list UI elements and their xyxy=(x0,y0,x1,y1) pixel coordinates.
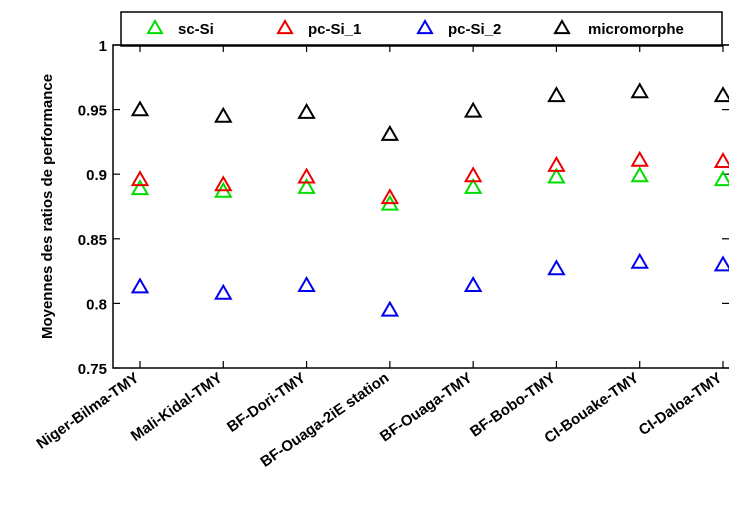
y-tick-label: 1 xyxy=(99,38,107,55)
y-tick-label: 0.85 xyxy=(78,232,107,249)
legend-label: pc-Si_1 xyxy=(308,21,361,38)
data-point xyxy=(130,179,150,196)
plot-frame xyxy=(112,44,729,369)
y-tick-label: 0.75 xyxy=(78,361,107,378)
series-pc-Si_2 xyxy=(130,252,729,317)
data-point xyxy=(380,188,400,205)
data-point xyxy=(380,300,400,317)
data-point xyxy=(713,170,729,187)
legend-label: pc-Si_2 xyxy=(448,21,501,38)
legend-marker xyxy=(146,18,164,35)
data-point xyxy=(297,177,316,194)
data-point xyxy=(463,166,483,183)
data-point xyxy=(297,276,316,293)
data-point xyxy=(713,151,729,168)
y-tick-label: 0.8 xyxy=(86,296,107,313)
data-point xyxy=(214,106,233,123)
x-tick-label: BF-Dori-TMY xyxy=(224,369,309,435)
data-point xyxy=(130,100,150,117)
data-point xyxy=(463,177,483,194)
y-axis: 0.75 0.8 0.85 0.9 0.95 1 xyxy=(78,38,729,378)
data-point xyxy=(130,170,150,187)
legend-marker xyxy=(553,18,571,35)
data-point xyxy=(630,150,649,167)
data-point xyxy=(547,86,566,103)
data-point xyxy=(297,167,316,184)
y-tick-label: 0.9 xyxy=(86,167,107,184)
y-tick-label: 0.95 xyxy=(78,103,107,120)
data-point xyxy=(214,175,233,192)
data-point xyxy=(630,252,649,269)
data-markers xyxy=(130,82,729,317)
legend-marker xyxy=(416,18,434,35)
x-tick-label: BF-Ouaga-TMY xyxy=(377,369,475,445)
data-point xyxy=(380,124,400,141)
y-axis-label: Moyennes des ratios de performance xyxy=(39,74,56,339)
legend-label: sc-Si xyxy=(178,21,214,38)
data-point xyxy=(463,276,483,293)
data-point xyxy=(547,167,566,184)
data-point xyxy=(463,101,483,118)
data-point xyxy=(214,283,233,300)
x-tick-label: Mali-Kidal-TMY xyxy=(128,369,226,445)
data-point xyxy=(297,102,316,119)
data-point xyxy=(630,166,649,183)
data-point xyxy=(630,82,649,99)
x-tick-label: CI-Daloa-TMY xyxy=(636,369,726,439)
data-point xyxy=(713,255,729,272)
data-point xyxy=(713,86,729,103)
legend-marker xyxy=(276,18,294,35)
data-point xyxy=(547,155,566,172)
x-tick-label: Niger-Bilma-TMY xyxy=(34,369,143,452)
series-pc-Si_1 xyxy=(130,150,729,205)
data-point xyxy=(130,277,150,294)
legend: sc-Si pc-Si_1 pc-Si_2 micromorphe xyxy=(120,11,723,47)
series-sc-Si xyxy=(130,166,729,211)
series-micromorphe xyxy=(130,82,729,141)
data-point xyxy=(547,259,566,276)
legend-label: micromorphe xyxy=(588,21,684,38)
